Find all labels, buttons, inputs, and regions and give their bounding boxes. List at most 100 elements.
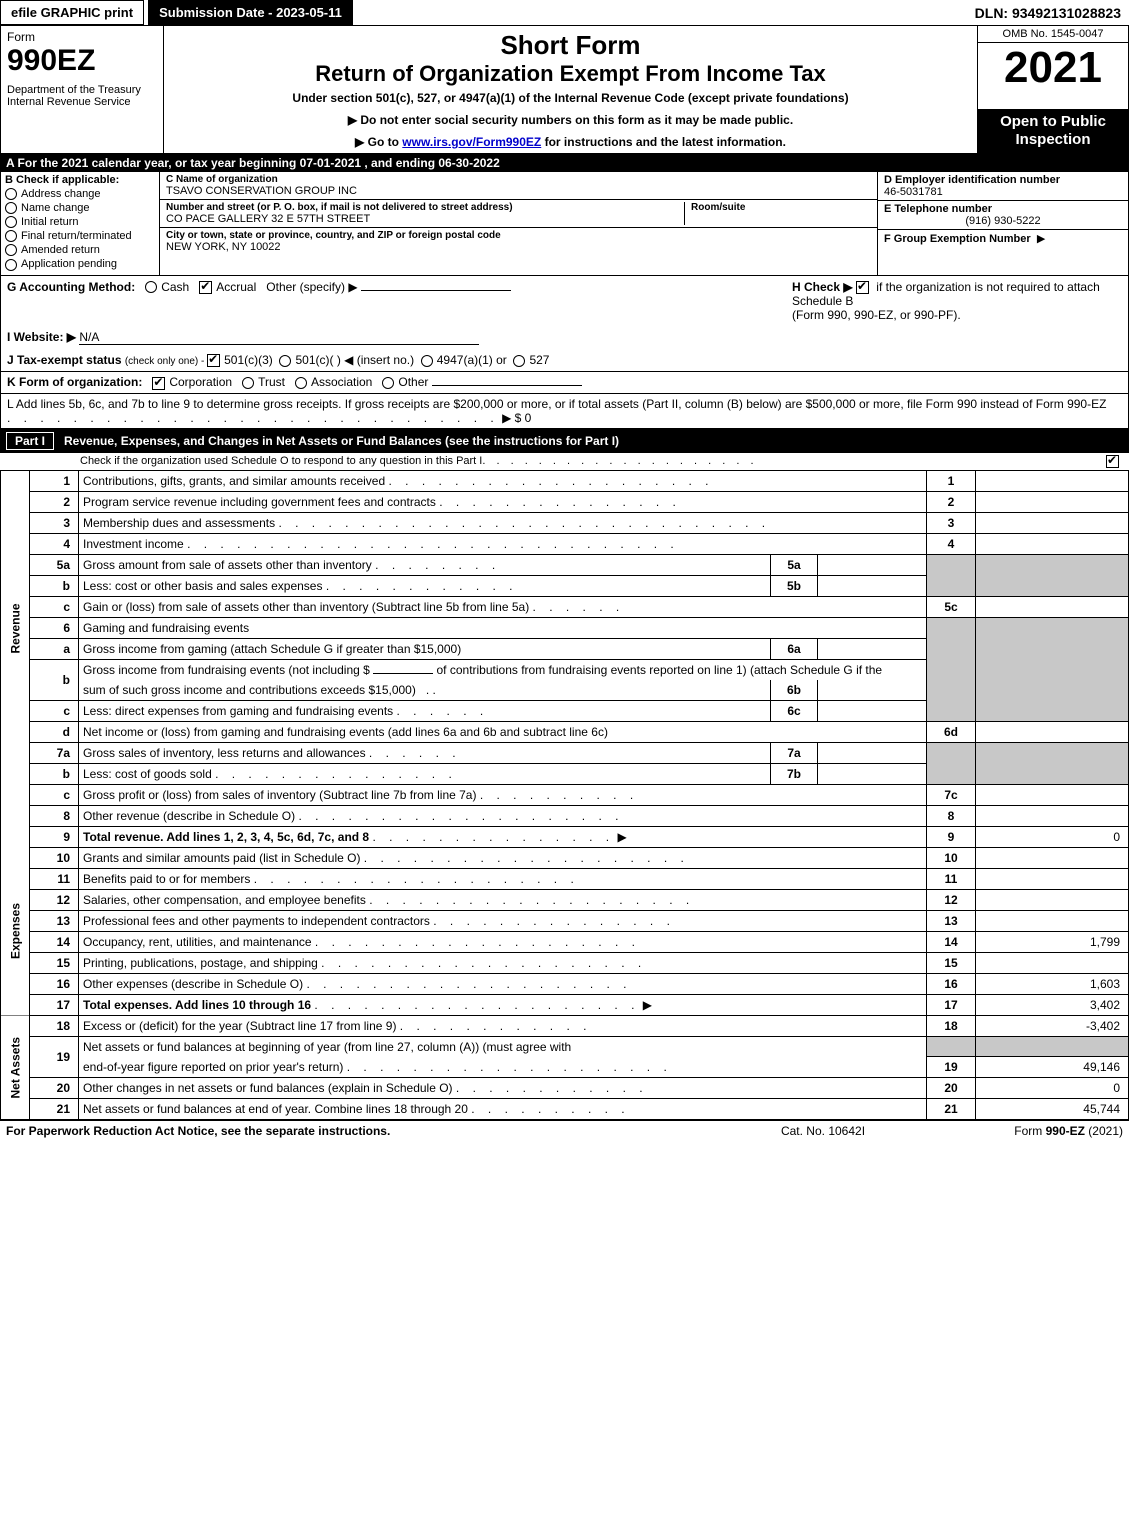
greyed-cell [976,554,1129,596]
greyed-cell [976,617,1129,721]
title-short-form: Short Form [170,30,971,61]
e-phone-cell: E Telephone number (916) 930-5222 [878,201,1128,230]
street-label: Number and street (or P. O. box, if mail… [166,202,684,213]
line-num: b [30,763,79,784]
accrual-radio[interactable] [199,281,212,294]
street-cell: Number and street (or P. O. box, if mail… [160,200,877,228]
line-desc: Gross sales of inventory, less returns a… [79,742,771,763]
line-col-n: 10 [927,847,976,868]
title-return: Return of Organization Exempt From Incom… [170,61,971,87]
cb-amended-return[interactable]: Amended return [5,244,155,256]
col-b-header: B Check if applicable: [5,174,155,186]
line-desc: Less: direct expenses from gaming and fu… [79,700,771,721]
k-trust-radio[interactable] [242,377,254,389]
line-col-n: 11 [927,868,976,889]
line-desc: Net assets or fund balances at beginning… [79,1036,927,1057]
k-other-radio[interactable] [382,377,394,389]
line-col-v [976,952,1129,973]
revenue-side-label: Revenue [1,471,30,785]
revenue-side-cont [1,784,30,847]
line-desc: Total revenue. Add lines 1, 2, 3, 4, 5c,… [79,826,927,847]
j-4947-radio[interactable] [421,355,433,367]
cb-application-pending[interactable]: Application pending [5,258,155,270]
line-num: d [30,721,79,742]
line-num: 8 [30,805,79,826]
line-col-v: 1,603 [976,973,1129,994]
cb-name-change[interactable]: Name change [5,202,155,214]
line-col-v [976,910,1129,931]
submission-date-button[interactable]: Submission Date - 2023-05-11 [148,0,353,25]
form-header: Form 990EZ Department of the Treasury In… [0,26,1129,154]
line-desc: Gross income from gaming (attach Schedul… [79,638,771,659]
d-ein-label: D Employer identification number [884,174,1122,186]
k-other-input[interactable] [432,385,582,386]
line-col-n: 13 [927,910,976,931]
line-col-v: -3,402 [976,1015,1129,1036]
line-num: a [30,638,79,659]
street-value: CO PACE GALLERY 32 E 57TH STREET [166,213,684,225]
instruction-2-post: for instructions and the latest informat… [545,135,786,149]
line-col-v [976,596,1129,617]
line-col-n: 4 [927,533,976,554]
line-desc: Other revenue (describe in Schedule O) .… [79,805,927,826]
line-num: 20 [30,1078,79,1099]
line-col-v [976,721,1129,742]
greyed-cell [976,742,1129,784]
line-col-n: 21 [927,1099,976,1120]
cb-address-change[interactable]: Address change [5,188,155,200]
line-desc: Net income or (loss) from gaming and fun… [79,721,927,742]
line-col-n: 9 [927,826,976,847]
tax-year: 2021 [978,43,1128,109]
line-desc: sum of such gross income and contributio… [79,680,771,701]
line-subval [818,700,927,721]
line-desc: Less: cost or other basis and sales expe… [79,575,771,596]
k-assoc-radio[interactable] [295,377,307,389]
line-col-v [976,784,1129,805]
h-checkbox[interactable] [856,281,869,294]
d-ein-cell: D Employer identification number 46-5031… [878,172,1128,201]
line-col-n: 1 [927,471,976,492]
e-phone-label: E Telephone number [884,203,1122,215]
line-col-v [976,805,1129,826]
part-i-schedule-o-checkbox[interactable] [1106,455,1119,468]
line-desc: Grants and similar amounts paid (list in… [79,847,927,868]
expenses-side-label: Expenses [1,847,30,1015]
line-num: 9 [30,826,79,847]
header-right: OMB No. 1545-0047 2021 Open to Public In… [977,26,1128,153]
line-col-n: 6d [927,721,976,742]
line-col-v: 45,744 [976,1099,1129,1120]
form-word: Form [7,30,157,44]
cb-final-return[interactable]: Final return/terminated [5,230,155,242]
topbar-spacer [357,0,967,25]
instruction-1-text: Do not enter social security numbers on … [360,113,793,127]
efile-print-button[interactable]: efile GRAPHIC print [0,0,144,25]
line-num: b [30,659,79,700]
line-desc: Contributions, gifts, grants, and simila… [79,471,927,492]
f-group-cell: F Group Exemption Number ▶ [878,230,1128,275]
cash-radio[interactable] [145,281,157,293]
line-col-n: 8 [927,805,976,826]
cb-initial-return[interactable]: Initial return [5,216,155,228]
line-col-n: 20 [927,1078,976,1099]
open-public-inspection: Open to Public Inspection [978,109,1128,153]
row-a-tax-year: A For the 2021 calendar year, or tax yea… [0,154,1129,172]
line-desc: Gross income from fundraising events (no… [79,659,927,680]
line-desc: Other changes in net assets or fund bala… [79,1078,927,1099]
j-527-radio[interactable] [513,355,525,367]
j-501c3-checkbox[interactable] [207,354,220,367]
blank-input[interactable] [373,673,433,674]
k-corp-checkbox[interactable] [152,377,165,390]
col-b: B Check if applicable: Address change Na… [1,172,160,275]
irs-link[interactable]: www.irs.gov/Form990EZ [402,135,541,149]
line-subval [818,554,927,575]
j-501c-radio[interactable] [279,355,291,367]
city-value: NEW YORK, NY 10022 [166,241,871,253]
line-col-n: 17 [927,994,976,1015]
part-i-header: Part I Revenue, Expenses, and Changes in… [0,429,1129,453]
other-specify-input[interactable] [361,290,511,291]
line-col-v [976,889,1129,910]
footer-center: Cat. No. 10642I [723,1124,923,1138]
instruction-2-pre: Go to [368,135,403,149]
line-num: 5a [30,554,79,575]
line-col-n: 14 [927,931,976,952]
